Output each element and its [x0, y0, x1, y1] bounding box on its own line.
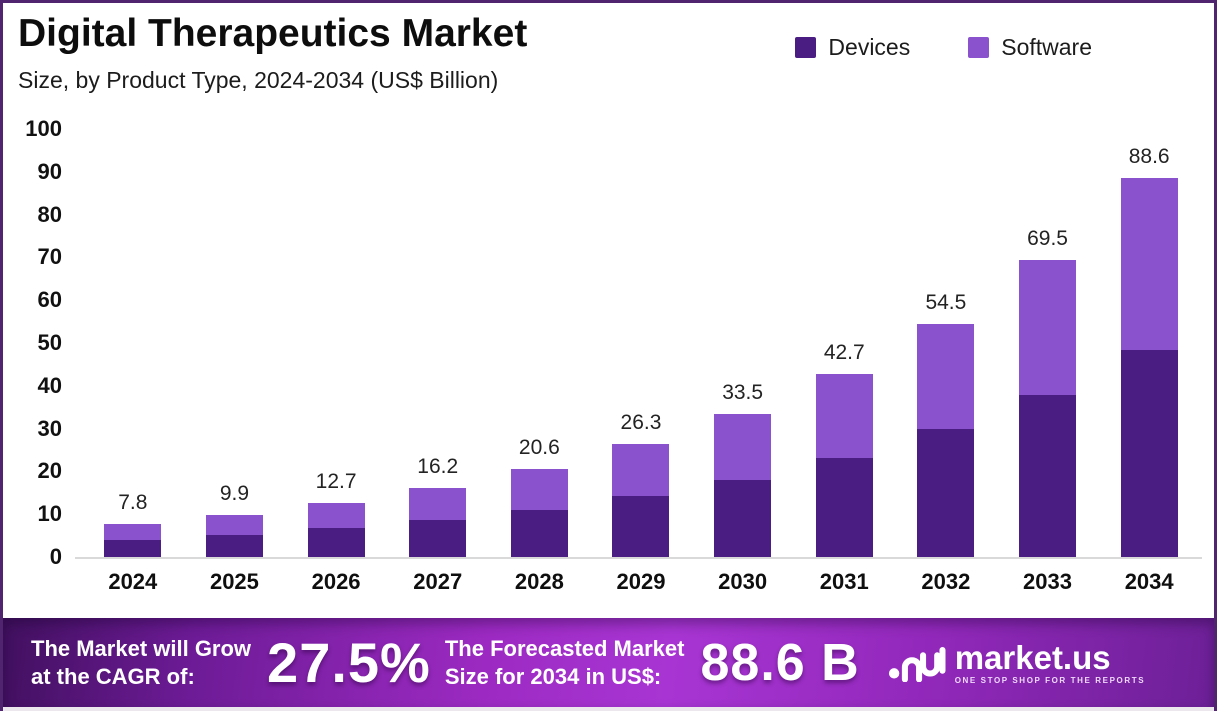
devices-segment	[1120, 349, 1178, 557]
bar-total-label: 12.7	[315, 469, 357, 493]
devices-segment	[104, 540, 162, 557]
legend: Devices Software	[795, 34, 1092, 61]
software-segment	[307, 502, 365, 529]
x-tick-label: 2025	[209, 569, 259, 594]
x-axis: 2024 2025 2026 2027 2028 2029 2030 2031 2032 2033…	[82, 569, 1200, 599]
devices-segment	[307, 528, 365, 557]
software-segment	[104, 523, 162, 541]
devices-segment	[1019, 394, 1077, 557]
devices-segment	[917, 429, 975, 557]
footer-banner: The Market will Grow at the CAGR of: 27.…	[3, 618, 1214, 707]
x-tick-label: 2028	[514, 569, 564, 594]
software-segment	[612, 444, 670, 497]
y-tick-label: 20	[37, 458, 62, 484]
bottom-strip	[3, 707, 1214, 711]
forecast-label: The Forecasted Market Size for 2034 in U…	[444, 636, 685, 689]
devices-segment	[205, 535, 263, 557]
plot-area: 7.8 9.9 12.7 16.2 20.6 26.3 33.5 42.7 54.5 69.5 88…	[75, 129, 1202, 559]
software-segment	[205, 514, 263, 536]
y-tick-label: 90	[37, 158, 62, 184]
bar-total-label: 20.6	[518, 435, 560, 459]
devices-segment	[815, 458, 873, 557]
brand-logo-group: market.us ONE STOP SHOP FOR THE REPORTS	[888, 641, 1145, 685]
forecast-value: 88.6 B	[700, 633, 860, 692]
x-tick-label: 2033	[1023, 569, 1072, 594]
y-tick-label: 0	[49, 544, 62, 569]
page-subtitle: Size, by Product Type, 2024-2034 (US$ Bi…	[18, 66, 499, 93]
devices-segment	[510, 509, 568, 557]
bar-group: 7.8	[82, 129, 184, 557]
bar-total-label: 9.9	[219, 481, 250, 505]
chart-header: Digital Therapeutics Market Size, by Pro…	[18, 11, 527, 94]
software-segment	[1120, 177, 1178, 350]
x-tick-label: 2032	[921, 569, 971, 594]
brand-text: market.us ONE STOP SHOP FOR THE REPORTS	[955, 641, 1145, 685]
bar-group: 88.6	[1098, 129, 1200, 557]
bar-group: 20.6	[489, 129, 591, 557]
bar-total-label: 7.8	[118, 490, 148, 514]
y-tick-label: 80	[37, 201, 62, 227]
marketus-logo-icon	[888, 646, 946, 682]
devices-segment	[714, 479, 772, 557]
x-tick-label: 2024	[108, 569, 158, 594]
software-segment	[917, 323, 975, 430]
bar-group: 42.7	[793, 129, 895, 557]
legend-label-devices: Devices	[828, 34, 911, 60]
x-tick-label: 2029	[616, 569, 666, 594]
cagr-value: 27.5%	[267, 631, 431, 694]
y-tick-label: 60	[37, 287, 62, 313]
bar-group: 33.5	[692, 129, 794, 557]
legend-label-software: Software	[1001, 34, 1092, 60]
bar-total-label: 16.2	[417, 454, 459, 478]
devices-swatch-icon	[795, 37, 817, 58]
x-tick-label: 2030	[718, 569, 768, 594]
bar-total-label: 33.5	[722, 380, 764, 404]
bar-total-label: 54.5	[925, 290, 967, 314]
software-segment	[815, 374, 873, 459]
x-axis-line	[75, 557, 1202, 559]
bar-group: 16.2	[387, 129, 489, 557]
software-segment	[510, 468, 568, 510]
software-segment	[1019, 259, 1077, 395]
brand-name: market.us	[954, 638, 1111, 676]
page-title: Digital Therapeutics Market	[18, 12, 528, 55]
legend-item-devices: Devices	[795, 34, 910, 61]
bar-group: 9.9	[184, 129, 286, 557]
bar-group: 26.3	[590, 129, 692, 557]
software-segment	[714, 413, 772, 480]
cagr-label: The Market will Grow at the CAGR of:	[31, 636, 252, 689]
y-tick-label: 10	[37, 501, 62, 527]
bar-group: 12.7	[285, 129, 387, 557]
devices-segment	[612, 496, 670, 557]
software-swatch-icon	[968, 37, 990, 58]
x-tick-label: 2034	[1124, 569, 1174, 594]
x-tick-label: 2031	[819, 569, 869, 594]
bar-group: 69.5	[997, 129, 1099, 557]
legend-item-software: Software	[968, 34, 1092, 61]
software-segment	[409, 487, 467, 521]
bar-total-label: 88.6	[1128, 144, 1170, 168]
y-tick-label: 30	[37, 415, 62, 441]
bar-total-label: 26.3	[620, 411, 662, 435]
bar-total-label: 69.5	[1027, 226, 1068, 250]
y-tick-label: 100	[25, 116, 62, 141]
brand-tagline: ONE STOP SHOP FOR THE REPORTS	[954, 675, 1146, 685]
bar-group: 54.5	[895, 129, 997, 557]
bar-total-label: 42.7	[823, 341, 865, 365]
y-tick-label: 40	[37, 372, 62, 398]
x-tick-label: 2026	[311, 569, 361, 594]
y-axis: 0 10 20 30 40 50 60 70 80 90 100	[3, 116, 65, 569]
devices-segment	[409, 520, 467, 557]
x-tick-label: 2027	[413, 569, 463, 594]
y-tick-label: 50	[37, 330, 62, 355]
y-tick-label: 70	[37, 244, 62, 270]
